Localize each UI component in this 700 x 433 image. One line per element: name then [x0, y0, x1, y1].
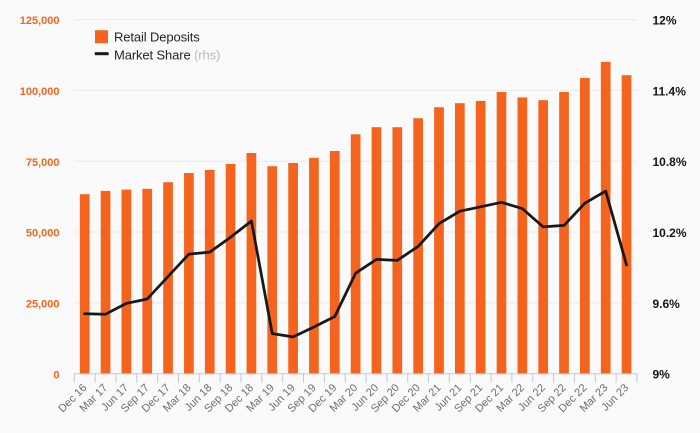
svg-text:0: 0	[53, 369, 59, 381]
svg-text:75,000: 75,000	[26, 157, 60, 169]
svg-text:10.2%: 10.2%	[653, 226, 687, 240]
svg-text:9.6%: 9.6%	[653, 297, 681, 311]
svg-text:Retail Deposits: Retail Deposits	[114, 30, 200, 45]
svg-text:100,000: 100,000	[20, 86, 60, 98]
svg-text:50,000: 50,000	[26, 228, 60, 240]
svg-text:9%: 9%	[653, 368, 671, 382]
svg-text:10.8%: 10.8%	[653, 155, 687, 169]
svg-text:11.4%: 11.4%	[653, 84, 687, 98]
svg-text:125,000: 125,000	[20, 15, 60, 27]
svg-text:Market Share (rhs): Market Share (rhs)	[114, 48, 220, 63]
svg-text:12%: 12%	[653, 14, 677, 28]
svg-text:25,000: 25,000	[26, 299, 60, 311]
